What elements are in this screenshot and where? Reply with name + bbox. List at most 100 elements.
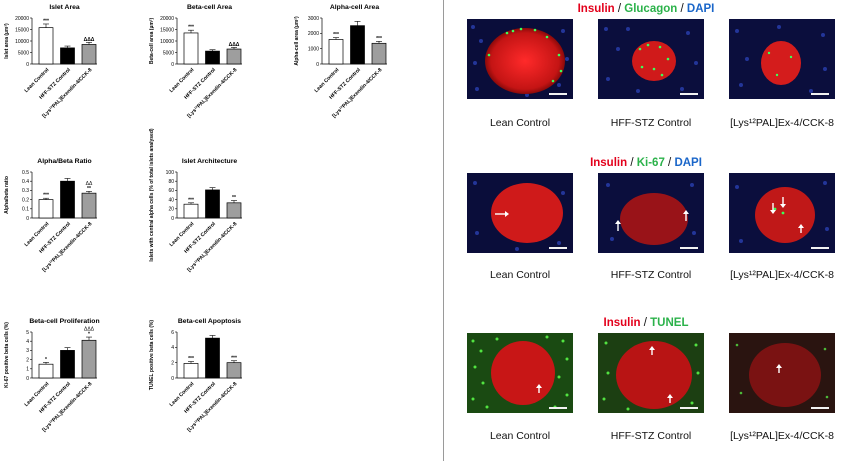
stain-title-part: Insulin	[603, 317, 641, 329]
significance-label-secondary: ΔΔ	[86, 181, 93, 187]
bar	[205, 50, 220, 65]
chart-title: Islet Architecture	[182, 158, 237, 165]
stain-title-tunel: Insulin / TUNEL	[446, 317, 846, 329]
bar	[60, 180, 75, 219]
stain-title-part: TUNEL	[650, 317, 689, 329]
caption-row3-treated: [Lys¹²PAL]Ex-4/CCK-8	[730, 430, 834, 442]
stain-title-part: /	[614, 3, 625, 15]
bar	[81, 192, 97, 219]
y-tick-label: 0	[316, 62, 319, 68]
significance-label: *	[88, 332, 90, 338]
bar	[183, 363, 199, 379]
caption-row3-hffstz: HFF-STZ Control	[610, 430, 692, 442]
y-tick-label: 1000	[308, 46, 319, 52]
y-tick-label: 5000	[163, 50, 174, 56]
bar	[226, 362, 242, 379]
stain-title-part: Glucagon	[624, 3, 678, 15]
chart-title: Beta-cell Apoptosis	[178, 318, 241, 325]
micrograph-glucagon-treated	[729, 19, 835, 99]
significance-label: ***	[188, 25, 194, 31]
significance-label: ***	[43, 193, 49, 199]
micrograph-ki67-hffstz	[598, 173, 704, 253]
significance-label: ΔΔΔ	[229, 42, 240, 48]
panel-divider	[443, 0, 444, 461]
caption-row2-treated: [Lys¹²PAL]Ex-4/CCK-8	[730, 269, 834, 281]
y-tick-label: 3000	[308, 16, 319, 22]
bar	[350, 25, 365, 65]
y-tick-label: 4	[171, 345, 174, 351]
y-tick-label: 0	[26, 216, 29, 222]
bar	[205, 189, 220, 219]
caption-row2-hffstz: HFF-STZ Control	[610, 269, 692, 281]
micrograph-glucagon-lean	[467, 19, 573, 99]
micrograph-ki67-lean	[467, 173, 573, 253]
chart-title: Alpha-cell Area	[330, 4, 379, 11]
y-tick-label: 10000	[15, 39, 29, 45]
y-tick-label: 0.1	[22, 207, 29, 213]
stain-title-part: /	[640, 317, 651, 329]
y-tick-label: 20000	[160, 16, 174, 22]
y-axis-label: Islets with central alpha cells (% of to…	[149, 128, 155, 261]
y-tick-label: 80	[168, 179, 174, 185]
y-tick-label: 15000	[160, 27, 174, 33]
stain-title-ki67: Insulin / Ki-67 / DAPI	[446, 157, 846, 169]
significance-label: *	[45, 357, 47, 363]
y-tick-label: 15000	[15, 27, 29, 33]
bar	[371, 42, 387, 65]
stain-title-part: DAPI	[686, 3, 715, 15]
micrograph-tunel-lean	[467, 333, 573, 413]
significance-label: ***	[333, 32, 339, 38]
stain-title-part: Ki-67	[636, 157, 665, 169]
caption-row1-hffstz: HFF-STZ Control	[610, 117, 692, 129]
bar	[226, 48, 242, 65]
significance-label-secondary: ΔΔΔ	[84, 327, 95, 333]
bar	[226, 202, 242, 219]
y-tick-label: 0	[171, 62, 174, 68]
y-tick-label: 20000	[15, 16, 29, 22]
bar	[38, 27, 54, 65]
bar	[205, 337, 220, 379]
y-tick-label: 0.2	[22, 197, 29, 203]
caption-row1-treated: [Lys¹²PAL]Ex-4/CCK-8	[730, 117, 834, 129]
stain-title-part: /	[677, 3, 687, 15]
y-tick-label: 0.3	[22, 188, 29, 194]
bar	[60, 47, 75, 65]
y-axis-label: TUNEL positive beta cells (%)	[149, 320, 155, 391]
y-tick-label: 4	[26, 339, 29, 345]
y-tick-label: 0	[171, 216, 174, 222]
y-tick-label: 0	[26, 62, 29, 68]
y-axis-label: Islet area (µm²)	[4, 23, 10, 59]
significance-label: ***	[231, 355, 237, 361]
y-tick-label: 0.5	[22, 170, 29, 176]
y-tick-label: 3	[26, 348, 29, 354]
significance-label: ***	[376, 36, 382, 42]
y-tick-label: 20	[168, 207, 174, 213]
y-axis-label: Alpha/beta ratio	[4, 176, 10, 214]
y-tick-label: 2	[26, 357, 29, 363]
chart-title: Beta-cell Proliferation	[29, 318, 99, 325]
bar	[328, 39, 344, 65]
significance-label: ***	[43, 18, 49, 24]
bar	[183, 203, 199, 219]
significance-label: ***	[188, 356, 194, 362]
bar	[183, 32, 199, 65]
significance-label: ΔΔΔ	[84, 37, 95, 43]
stain-title-glucagon: Insulin / Glucagon / DAPI	[446, 3, 846, 15]
y-tick-label: 0.4	[22, 179, 29, 185]
y-tick-label: 6	[171, 330, 174, 336]
y-axis-label: Alpha-cell area (µm²)	[294, 16, 300, 66]
caption-row1-lean: Lean Control	[489, 117, 551, 129]
chart-title: Alpha/Beta Ratio	[37, 158, 91, 165]
y-tick-label: 5000	[18, 50, 29, 56]
y-tick-label: 2000	[308, 31, 319, 37]
stain-title-part: Insulin	[577, 3, 615, 15]
y-tick-label: 0	[171, 376, 174, 382]
bar	[81, 339, 97, 379]
significance-label: ***	[188, 197, 194, 203]
bar	[81, 44, 97, 65]
caption-row2-lean: Lean Control	[489, 269, 551, 281]
micrograph-glucagon-hffstz	[598, 19, 704, 99]
y-tick-label: 60	[168, 188, 174, 194]
y-tick-label: 0	[26, 376, 29, 382]
